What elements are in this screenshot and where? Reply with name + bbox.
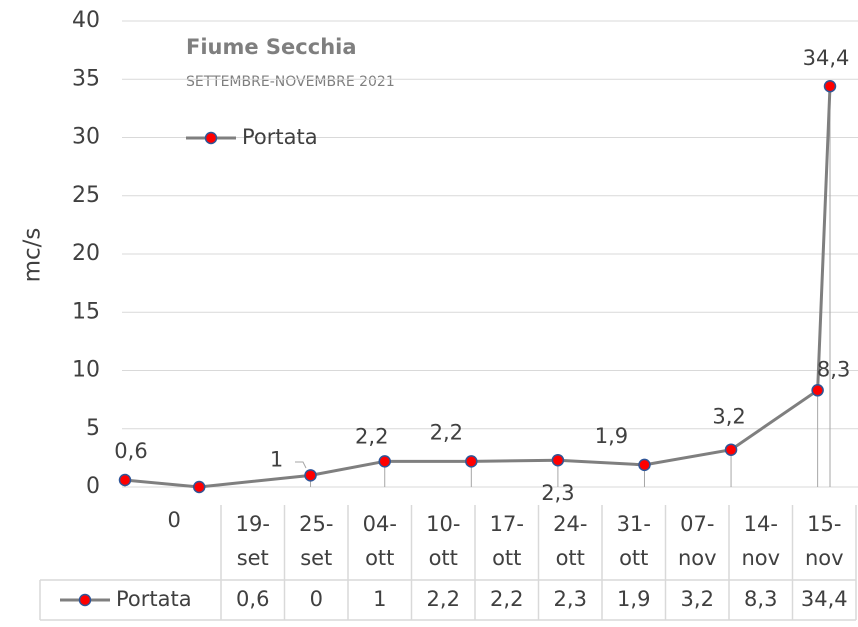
chart-subtitle: SETTEMBRE-NOVEMBRE 2021 xyxy=(186,74,395,90)
data-label: 34,4 xyxy=(803,46,850,70)
x-tick-label: 17-ott xyxy=(490,512,524,570)
marker xyxy=(192,480,206,494)
x-tick-label: 24-ott xyxy=(553,512,587,570)
x-tick-label: 25-set xyxy=(299,512,333,570)
table-legend-marker xyxy=(78,593,92,607)
marker xyxy=(304,469,317,482)
chart-title: Fiume Secchia xyxy=(186,35,357,59)
table-value: 2,2 xyxy=(490,587,523,611)
marker xyxy=(724,443,738,456)
table-value: 2,2 xyxy=(427,587,460,611)
y-tick-label: 10 xyxy=(72,358,100,383)
y-tick-label: 40 xyxy=(72,8,100,33)
y-tick-label: 5 xyxy=(86,416,100,441)
x-tick-label: 15-nov xyxy=(805,512,844,570)
table-value: 3,2 xyxy=(681,587,714,611)
x-tick-label: 14-nov xyxy=(741,512,780,570)
data-label: 3,2 xyxy=(712,405,745,429)
y-tick-label: 15 xyxy=(72,299,100,324)
marker xyxy=(638,458,651,472)
leader-line xyxy=(295,461,307,469)
marker xyxy=(378,455,391,468)
data-label: 1,9 xyxy=(595,424,628,448)
legend-label: Portata xyxy=(242,125,318,149)
table-value: 1 xyxy=(373,587,386,611)
data-label: 1 xyxy=(270,447,283,471)
y-tick-label: 0 xyxy=(86,474,100,499)
x-tick-label: 10-ott xyxy=(426,512,460,570)
y-tick-label: 35 xyxy=(72,66,100,91)
marker xyxy=(118,473,132,487)
y-tick-label: 30 xyxy=(72,125,100,150)
table-value: 1,9 xyxy=(617,587,650,611)
marker xyxy=(551,453,565,467)
y-axis-label: mc/s xyxy=(20,228,46,283)
x-tick-label: 31-ott xyxy=(617,512,651,570)
table-value: 8,3 xyxy=(744,587,777,611)
x-tick-label: 19-set xyxy=(236,512,270,570)
marker xyxy=(465,455,478,468)
data-label: 0 xyxy=(168,508,181,532)
legend-marker xyxy=(204,131,218,145)
marker xyxy=(823,79,837,93)
data-line xyxy=(124,86,832,489)
table-series-name: Portata xyxy=(116,587,192,611)
marker xyxy=(811,384,824,397)
table-value: 0,6 xyxy=(236,587,269,611)
y-tick-label: 20 xyxy=(72,241,100,266)
x-tick-label: 07-nov xyxy=(678,512,717,570)
data-label: 0,6 xyxy=(114,439,147,463)
data-label: 2,2 xyxy=(430,420,463,444)
table-value: 34,4 xyxy=(801,587,848,611)
data-label: 2,2 xyxy=(355,424,388,448)
x-tick-label: 04-ott xyxy=(363,512,397,570)
data-label: 8,3 xyxy=(817,357,850,381)
table-value: 0 xyxy=(310,587,323,611)
data-label: 2,3 xyxy=(541,481,574,505)
y-tick-label: 25 xyxy=(72,183,100,208)
table-value: 2,3 xyxy=(554,587,587,611)
